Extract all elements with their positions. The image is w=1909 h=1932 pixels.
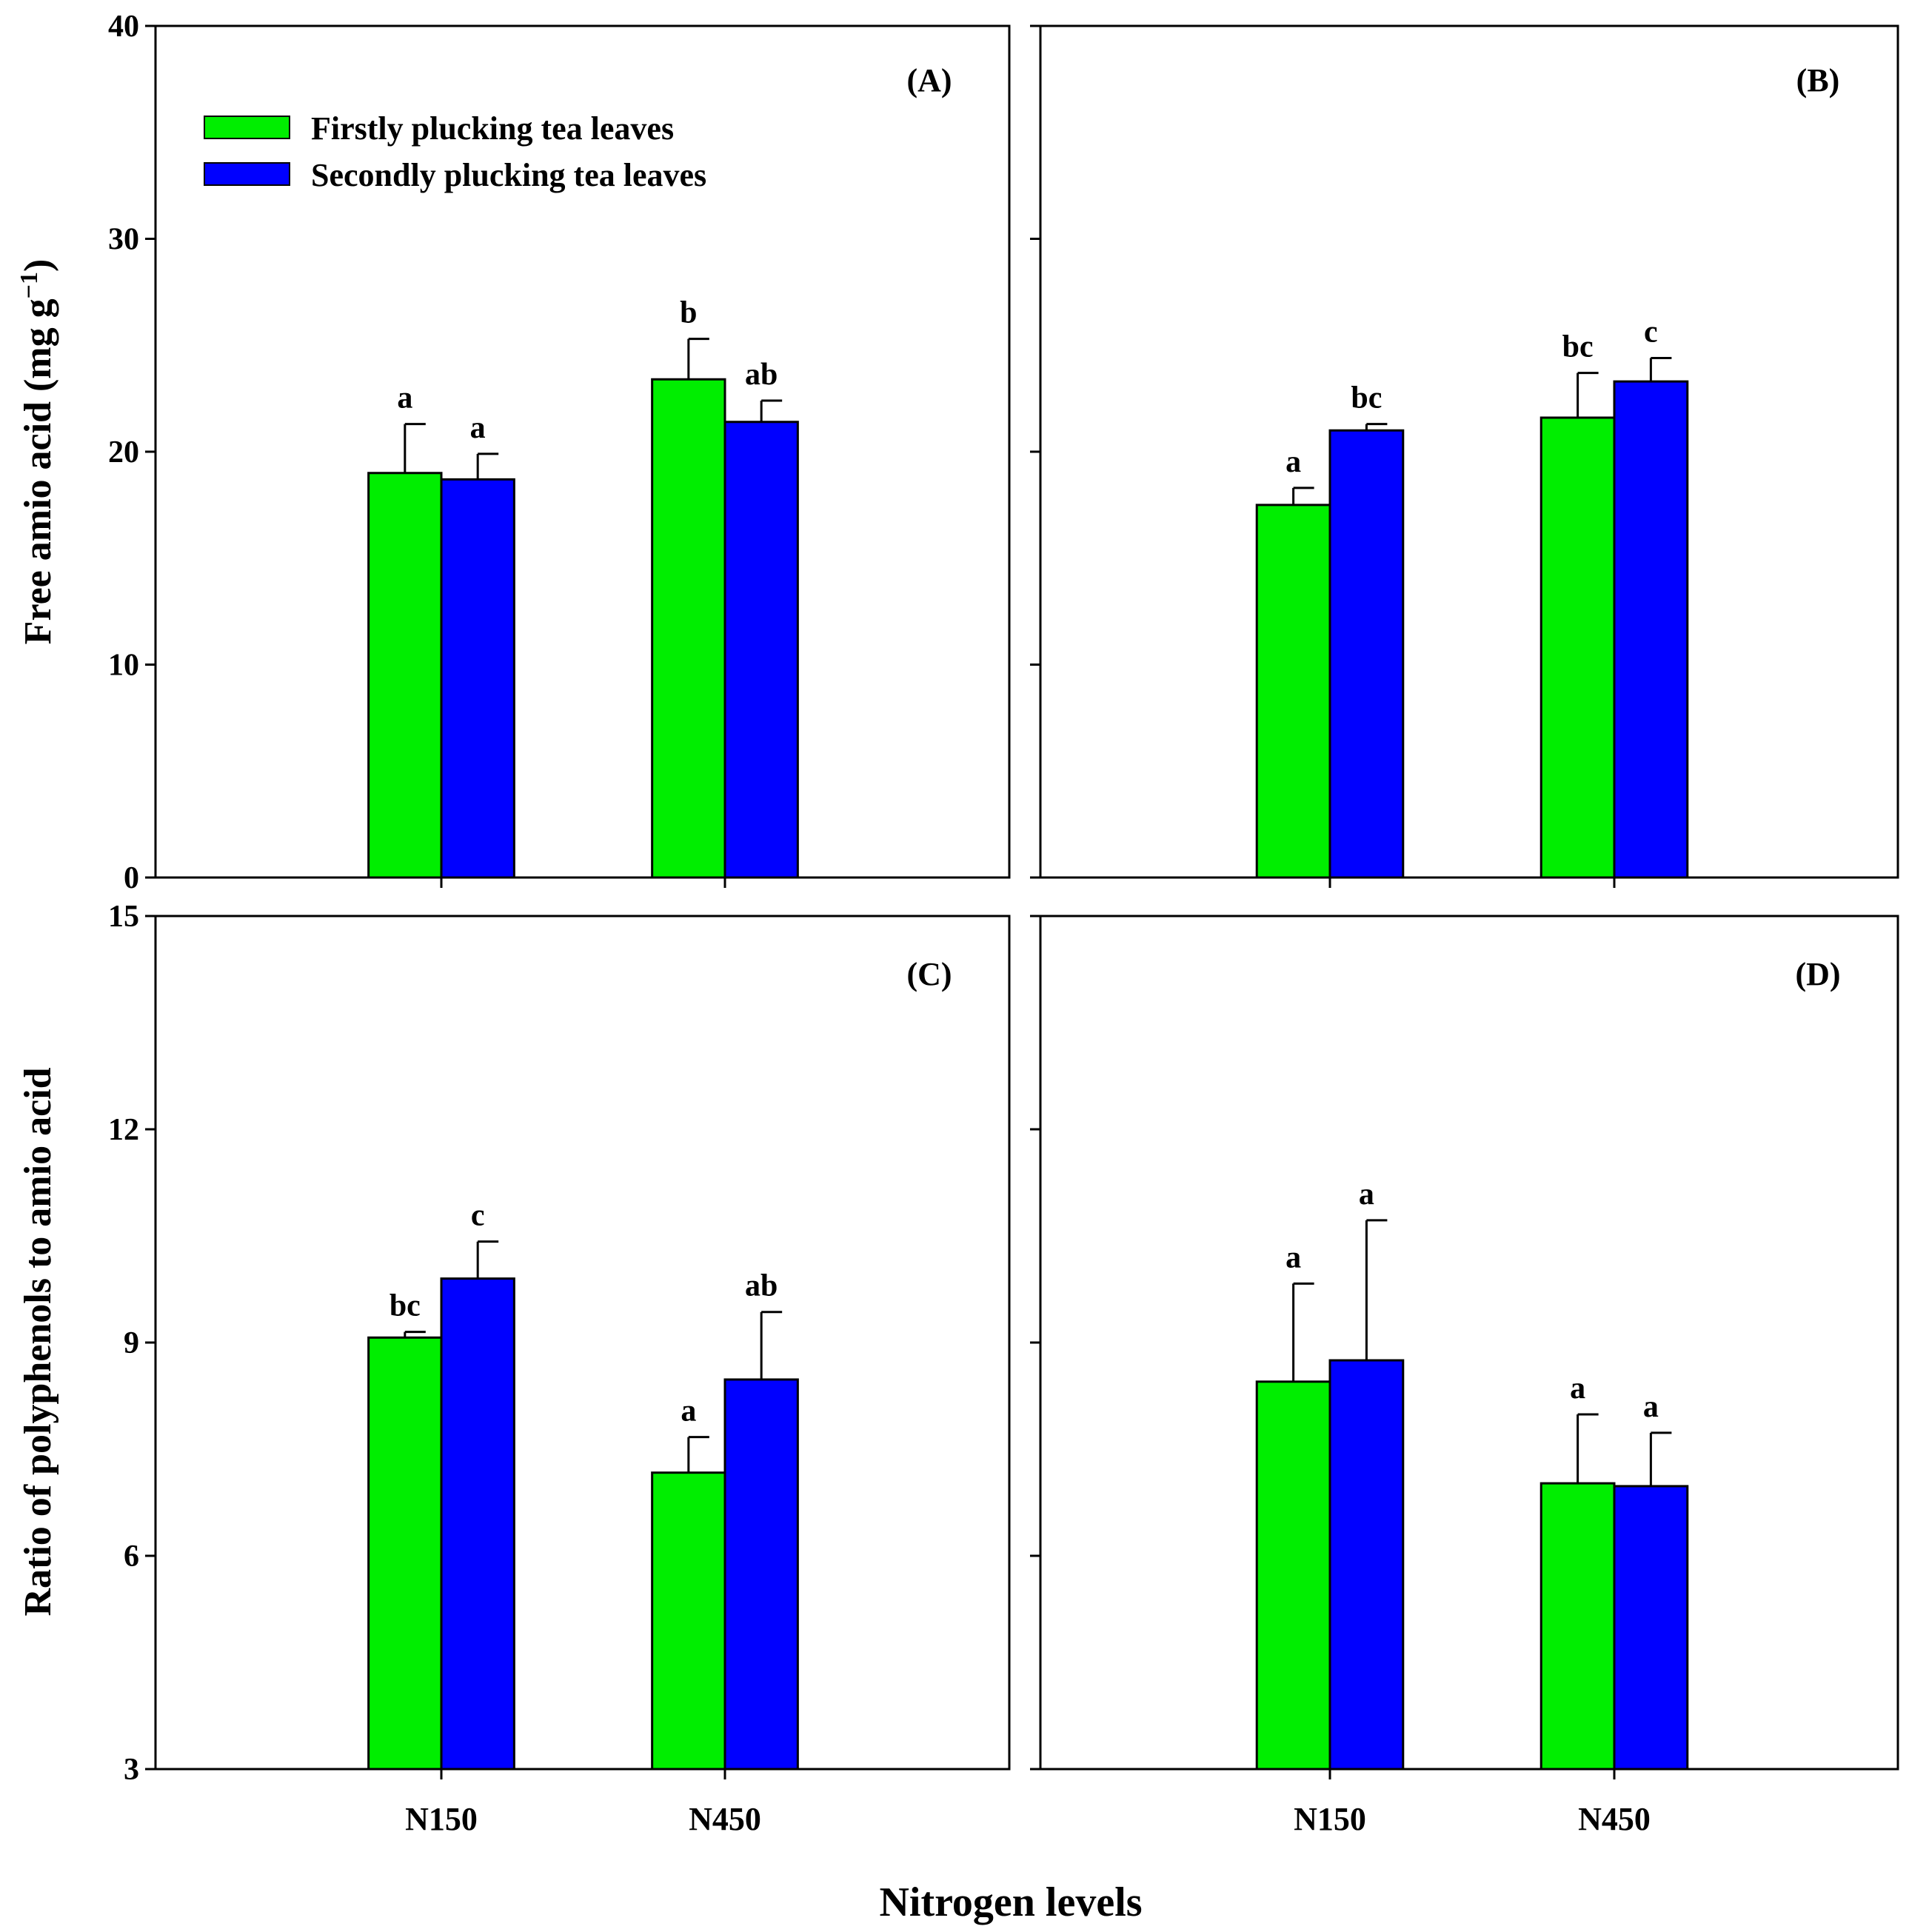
bar-first-n150 bbox=[367, 472, 443, 879]
y-tick-label: 10 bbox=[108, 649, 139, 683]
panel-tag: (A) bbox=[906, 62, 952, 98]
significance-letter: c bbox=[1644, 315, 1658, 350]
significance-letter: b bbox=[680, 296, 697, 330]
significance-letter: a bbox=[470, 411, 486, 445]
y-tick-label: 30 bbox=[108, 223, 139, 257]
significance-letter: a bbox=[1286, 445, 1301, 479]
bar-first-n450 bbox=[651, 378, 726, 879]
significance-letter: bc bbox=[1351, 381, 1382, 415]
significance-letter: c bbox=[471, 1199, 485, 1233]
significance-letter: a bbox=[1643, 1390, 1659, 1424]
legend: Firstly plucking tea leaves Secondly plu… bbox=[204, 110, 706, 193]
plot-frame bbox=[154, 915, 1011, 1771]
panel-b: a bc bc c (B) bbox=[1030, 24, 1899, 888]
bar-first-n450 bbox=[651, 1471, 726, 1771]
panel-d: N150 a a N450 a a (D) bbox=[1030, 915, 1899, 1837]
significance-letter: a bbox=[681, 1394, 696, 1428]
bar-first-n450 bbox=[1539, 416, 1616, 879]
bar-first-n450 bbox=[1539, 1482, 1616, 1771]
bar-second-n150 bbox=[1328, 429, 1405, 879]
bar-first-n150 bbox=[367, 1336, 443, 1771]
bar-second-n450 bbox=[1613, 1485, 1689, 1771]
y-tick-label: 15 bbox=[108, 900, 139, 934]
significance-letter: a bbox=[1286, 1240, 1301, 1274]
bar-second-n150 bbox=[440, 478, 515, 879]
y-tick-label: 3 bbox=[124, 1753, 139, 1787]
x-tick-label: N150 bbox=[1294, 1801, 1366, 1837]
legend-swatch-first bbox=[204, 116, 290, 139]
legend-swatch-second bbox=[204, 162, 290, 186]
plot-frame bbox=[154, 24, 1011, 879]
y-tick-label: 20 bbox=[108, 435, 139, 469]
panel-tag: (B) bbox=[1796, 62, 1840, 98]
panel-tag: (C) bbox=[906, 956, 952, 992]
x-tick-label: N450 bbox=[689, 1801, 761, 1837]
plot-frame bbox=[1039, 24, 1899, 879]
bar-second-n450 bbox=[723, 421, 799, 879]
significance-letter: a bbox=[1570, 1371, 1585, 1405]
x-tick-label: N450 bbox=[1578, 1801, 1651, 1837]
y-tick-label: 12 bbox=[108, 1113, 139, 1147]
y-axis-title-top: Free amio acid (mg g−1) bbox=[16, 259, 60, 645]
y-tick-label: 40 bbox=[108, 10, 139, 44]
bar-second-n450 bbox=[723, 1378, 799, 1771]
significance-letter: ab bbox=[745, 1269, 778, 1303]
y-tick-label: 0 bbox=[124, 861, 139, 895]
plot-frame bbox=[1039, 915, 1899, 1771]
bar-second-n150 bbox=[440, 1277, 515, 1771]
y-axis-title-bottom: Ratio of polyphenols to amio acid bbox=[17, 1067, 59, 1616]
bar-first-n150 bbox=[1255, 1380, 1331, 1771]
legend-label-second: Secondly plucking tea leaves bbox=[311, 157, 706, 193]
bar-second-n150 bbox=[1328, 1359, 1405, 1771]
significance-letter: bc bbox=[1562, 330, 1594, 364]
significance-letter: a bbox=[397, 381, 412, 415]
panel-c: 3 6 9 12 15 N150 bc c N450 a ab (C) bbox=[108, 900, 1011, 1837]
x-tick-label: N150 bbox=[405, 1801, 478, 1837]
y-tick-label: 9 bbox=[124, 1326, 139, 1360]
legend-label-first: Firstly plucking tea leaves bbox=[311, 110, 674, 147]
bar-first-n150 bbox=[1255, 504, 1331, 879]
significance-letter: bc bbox=[390, 1289, 421, 1323]
panel-tag: (D) bbox=[1795, 956, 1840, 992]
x-axis-title: Nitrogen levels bbox=[879, 1879, 1142, 1925]
y-tick-label: 6 bbox=[124, 1540, 139, 1574]
bar-second-n450 bbox=[1613, 380, 1689, 879]
significance-letter: ab bbox=[745, 358, 778, 392]
significance-letter: a bbox=[1359, 1177, 1374, 1211]
